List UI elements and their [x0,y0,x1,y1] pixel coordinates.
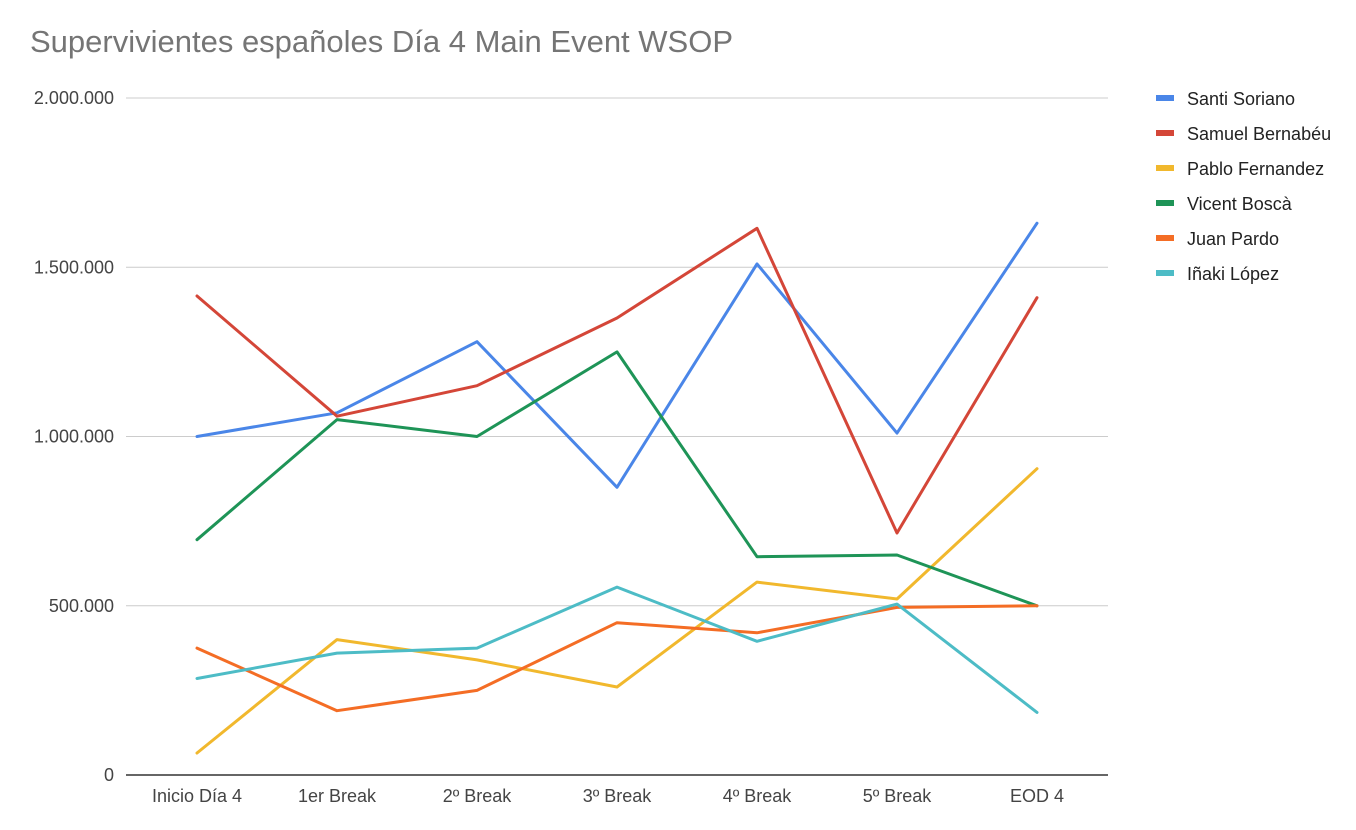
legend-swatch [1156,200,1174,206]
legend-swatch [1156,235,1174,241]
legend-swatch [1156,130,1174,136]
x-tick-label: 2º Break [443,786,513,806]
chart-title: Supervivientes españoles Día 4 Main Even… [30,24,734,59]
x-tick-label: 1er Break [298,786,377,806]
axes: 0 500.000 1.000.000 1.500.000 2.000.000 Inici… [34,88,1108,806]
legend-label: Iñaki López [1187,264,1279,284]
legend-label: Vicent Boscà [1187,194,1293,214]
legend: Santi Soriano Samuel Bernabéu Pablo Fernan… [1156,89,1331,284]
x-tick-label: EOD 4 [1010,786,1064,806]
legend-label: Samuel Bernabéu [1187,124,1331,144]
series-line-inaki-lopez [195,585,1039,714]
series-line-juan-pardo [195,604,1039,713]
series-line-vicent-bosca [195,350,1039,608]
x-tick-label: Inicio Día 4 [152,786,242,806]
x-tick-label: 3º Break [583,786,653,806]
y-tick-label: 0 [104,765,114,785]
y-tick-label: 1.500.000 [34,257,114,277]
series-line-samuel-bernabeu [195,226,1039,535]
legend-swatch [1156,165,1174,171]
series-line-pablo-fernandez [195,467,1039,755]
y-tick-label: 2.000.000 [34,88,114,108]
y-tick-label: 500.000 [49,596,114,616]
series-lines [195,221,1039,755]
legend-swatch [1156,95,1174,101]
series-line-santi-soriano [195,221,1039,489]
y-tick-label: 1.000.000 [34,427,114,447]
legend-label: Santi Soriano [1187,89,1295,109]
x-tick-label: 5º Break [863,786,933,806]
legend-swatch [1156,270,1174,276]
legend-label: Juan Pardo [1187,229,1279,249]
legend-label: Pablo Fernandez [1187,159,1324,179]
x-tick-label: 4º Break [723,786,793,806]
